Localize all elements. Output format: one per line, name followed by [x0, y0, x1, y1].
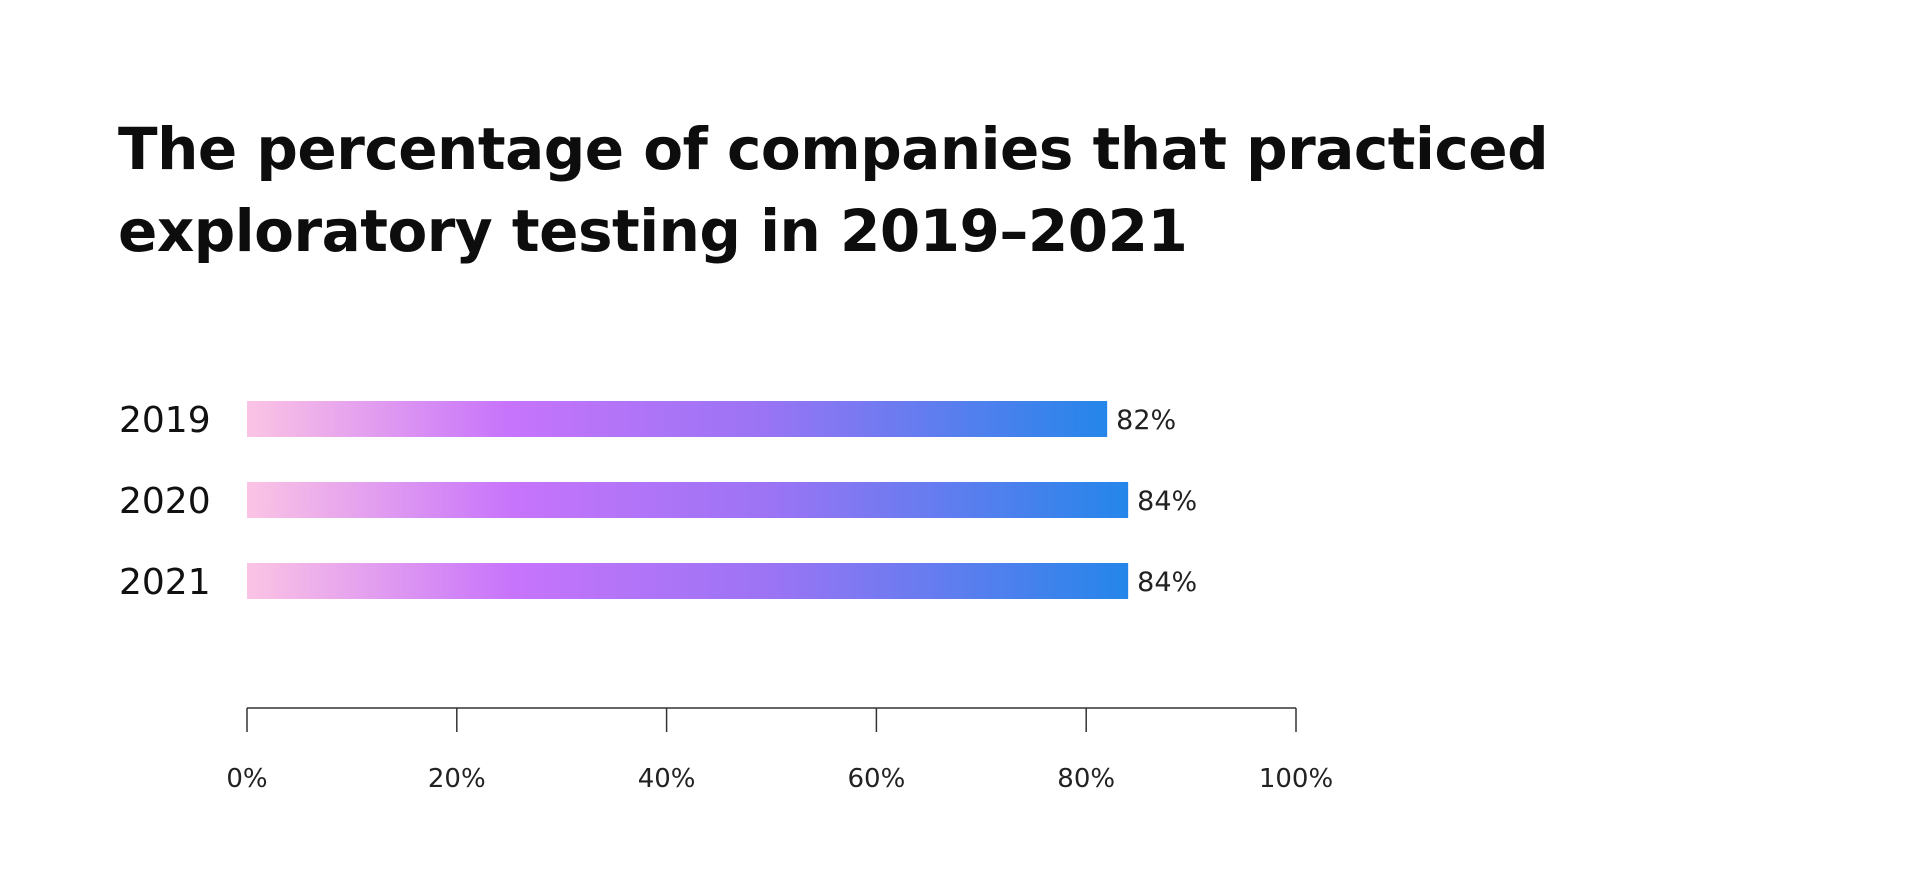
bar	[247, 482, 1129, 518]
x-tick-label: 100%	[1259, 764, 1333, 794]
x-tick-label: 80%	[1057, 764, 1115, 794]
value-label: 84%	[1137, 486, 1197, 517]
x-tick-label: 0%	[226, 764, 267, 794]
category-label: 2020	[119, 481, 211, 522]
x-tick-label: 20%	[428, 764, 486, 794]
x-tick-label: 40%	[638, 764, 696, 794]
category-label: 2021	[119, 562, 211, 603]
value-label: 82%	[1116, 405, 1176, 436]
chart-title: The percentage of companies that practic…	[118, 115, 1549, 265]
bars-group: 2019 82% 2020 84% 2021 84%	[119, 400, 1197, 603]
x-axis: 0% 20% 40% 60% 80% 100%	[226, 707, 1333, 794]
x-tick-label: 60%	[848, 764, 906, 794]
value-label: 84%	[1137, 567, 1197, 598]
bar	[247, 401, 1108, 437]
bar	[247, 563, 1129, 599]
category-label: 2019	[119, 400, 211, 441]
